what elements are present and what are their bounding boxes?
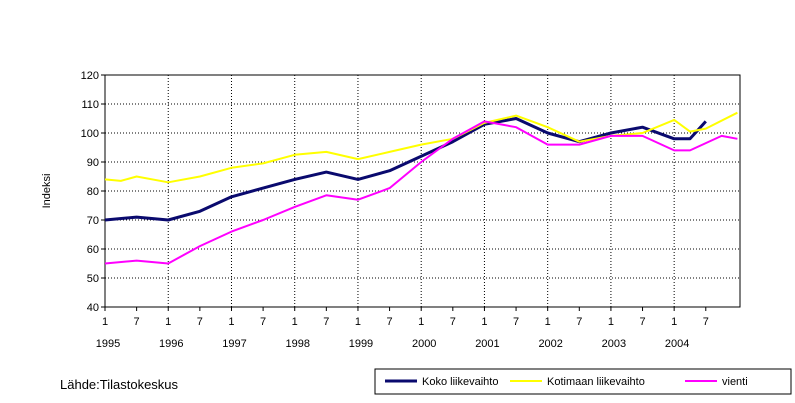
legend-box [374, 368, 792, 395]
legend-label-0: Koko liikevaihto [422, 376, 498, 388]
source-note: Lähde:Tilastokeskus [60, 377, 179, 392]
x-tick-label: 1 [418, 316, 424, 328]
grid-lines [105, 75, 740, 307]
x-tick-label: 7 [576, 316, 582, 328]
legend-label-1: Kotimaan liikevaihto [547, 376, 645, 388]
x-year-label: 1995 [96, 338, 120, 350]
y-tick-label: 70 [87, 215, 99, 227]
x-tick-label: 1 [608, 316, 614, 328]
x-year-label: 2003 [602, 338, 626, 350]
x-tick-label: 7 [703, 316, 709, 328]
x-tick-label: 1 [481, 316, 487, 328]
x-tick-label: 1 [292, 316, 298, 328]
y-tick-label: 60 [87, 244, 99, 256]
x-year-label: 1999 [349, 338, 373, 350]
x-tick-label: 1 [545, 316, 551, 328]
x-tick-label: 1 [102, 316, 108, 328]
x-year-label: 1998 [285, 338, 309, 350]
x-tick-label: 7 [387, 316, 393, 328]
x-year-label: 1997 [222, 338, 246, 350]
y-tick-label: 100 [81, 128, 99, 140]
y-tick-label: 120 [81, 70, 99, 82]
series-line-2 [104, 120, 738, 265]
series-line-1 [104, 111, 738, 184]
legend-label-2: vienti [722, 376, 748, 388]
x-year-label: 2004 [665, 338, 689, 350]
x-tick-label: 1 [671, 316, 677, 328]
x-tick-label: 7 [450, 316, 456, 328]
y-axis-label: Indeksi [41, 174, 53, 209]
series-line-0 [104, 117, 707, 222]
x-year-label: 1996 [159, 338, 183, 350]
x-year-label: 2002 [538, 338, 562, 350]
x-tick-label: 7 [639, 316, 645, 328]
x-year-label: 2001 [475, 338, 499, 350]
plot-area [104, 74, 741, 308]
y-tick-label: 40 [87, 302, 99, 314]
x-tick-label: 7 [260, 316, 266, 328]
x-tick-label: 1 [228, 316, 234, 328]
x-axis: 1 7 1 7 1 7 1 7 1 7 1 7 1 7 1 7 1 7 1 7 1995 1996 1997 1998 1999… [96, 307, 709, 350]
x-tick-label: 1 [165, 316, 171, 328]
x-tick-label: 7 [513, 316, 519, 328]
y-tick-label: 90 [87, 157, 99, 169]
y-tick-label: 110 [81, 99, 99, 111]
x-tick-label: 1 [355, 316, 361, 328]
y-tick-label: 80 [87, 186, 99, 198]
legend: Koko liikevaihto Kotimaan liikevaihto vien… [385, 376, 748, 388]
series-lines [104, 111, 738, 265]
x-tick-label: 7 [134, 316, 140, 328]
y-tick-label: 50 [87, 273, 99, 285]
x-tick-label: 7 [197, 316, 203, 328]
y-axis: 40 50 60 70 80 90 100 110 120 [81, 70, 105, 314]
x-tick-label: 7 [323, 316, 329, 328]
x-year-label: 2000 [412, 338, 436, 350]
